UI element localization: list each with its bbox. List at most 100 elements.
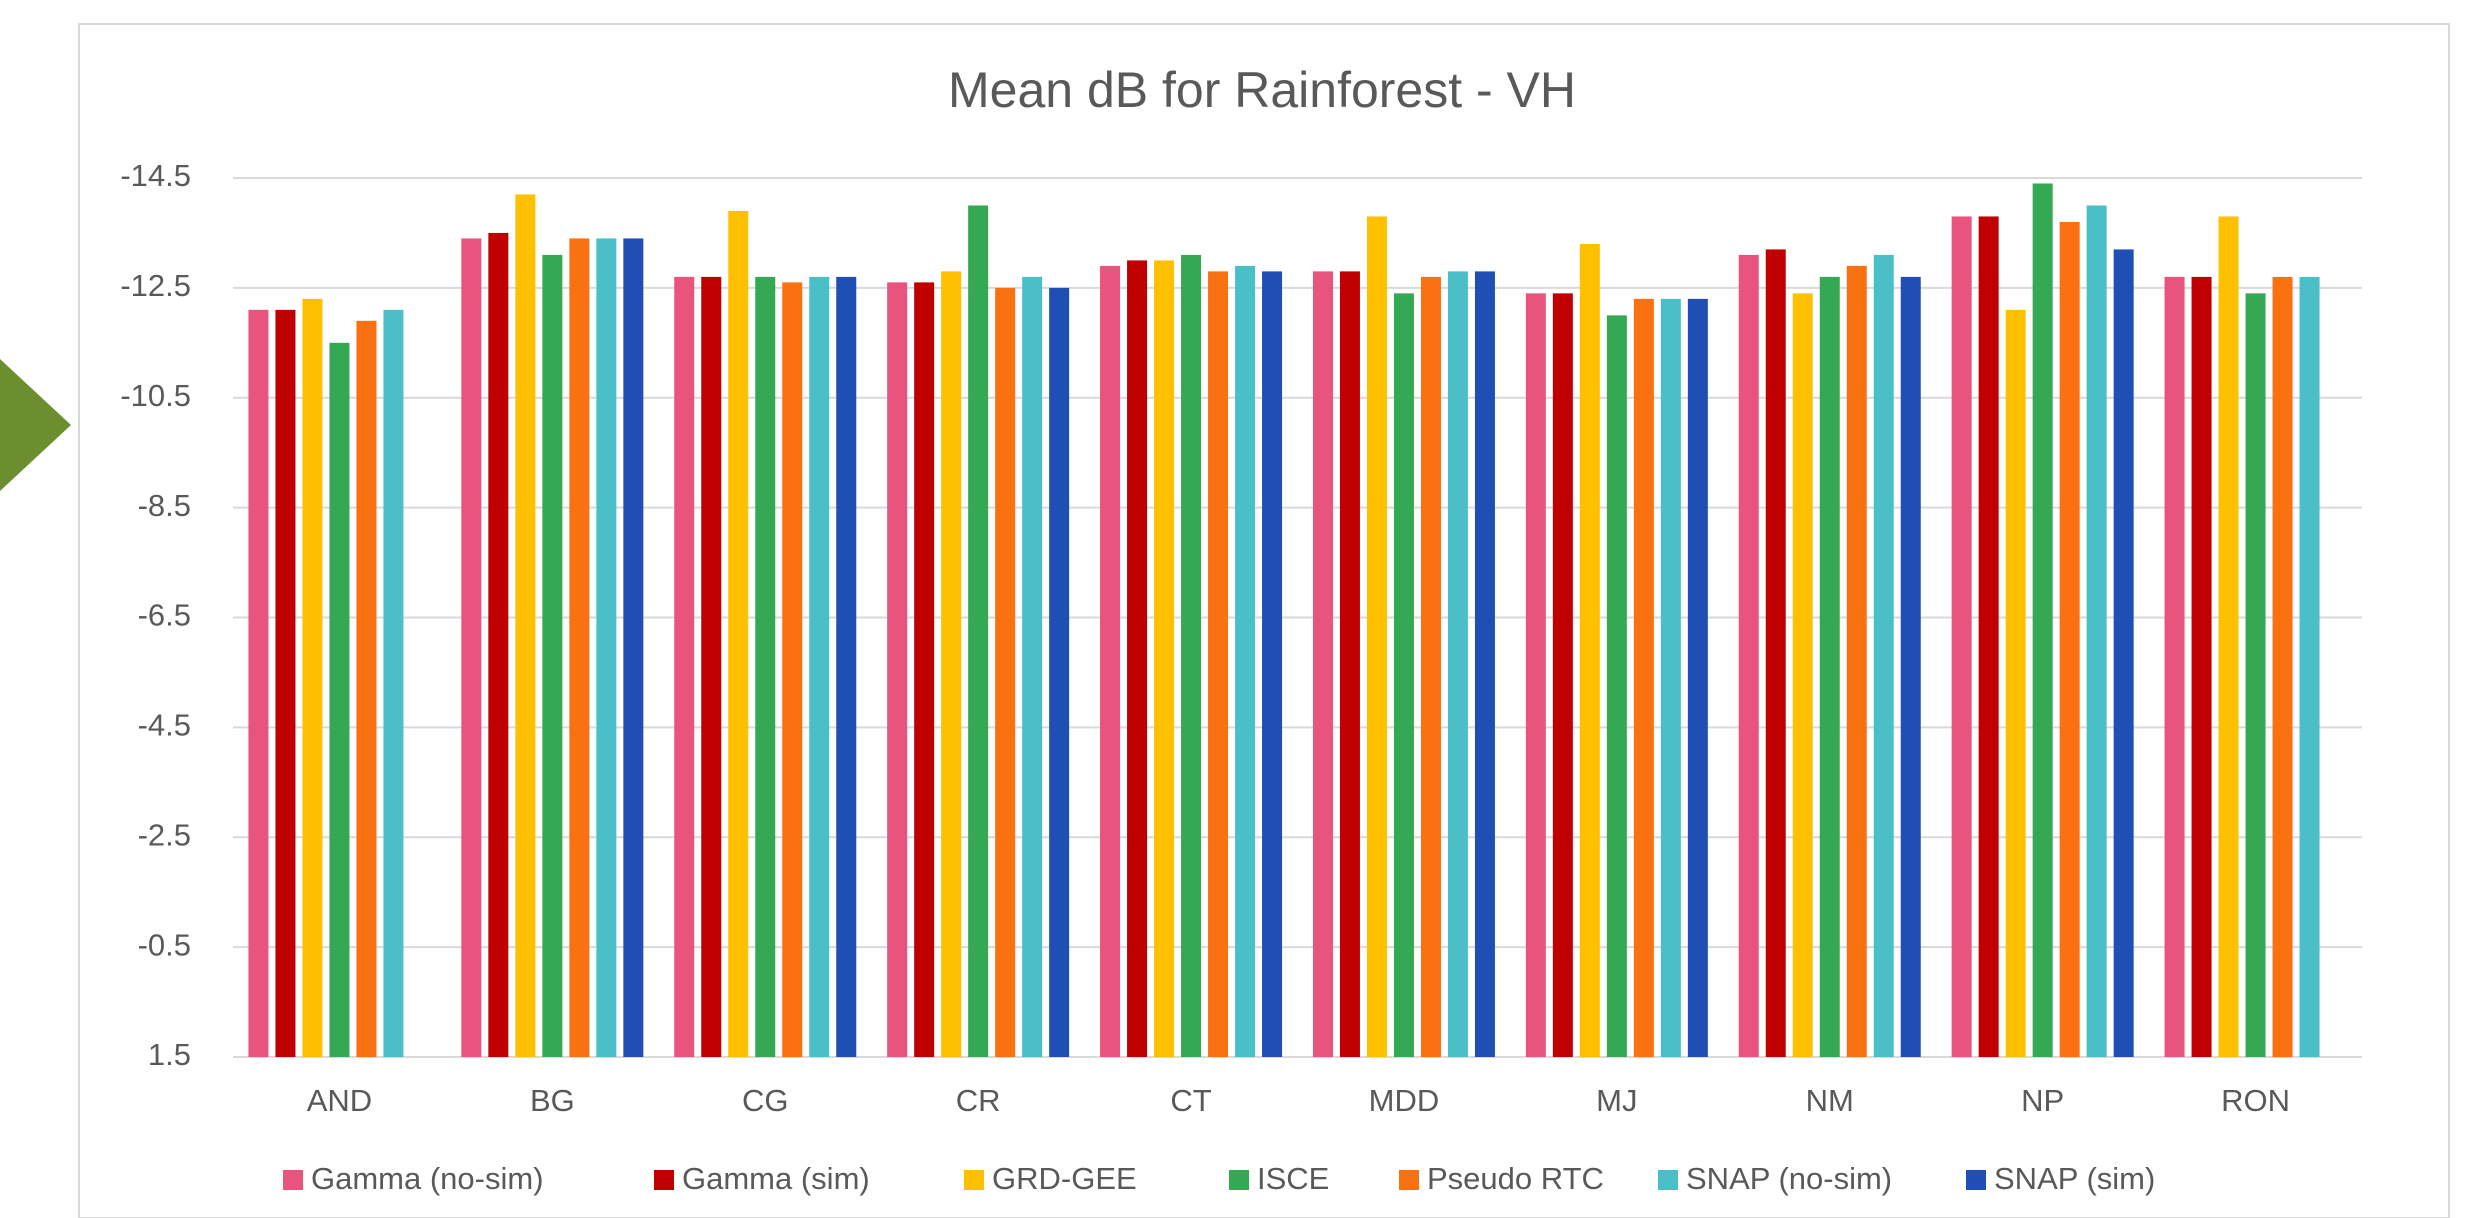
legend-swatch — [964, 1170, 984, 1190]
y-tick-label: -8.5 — [138, 488, 191, 523]
bar — [488, 232, 509, 1057]
y-tick-label: 1.5 — [148, 1037, 191, 1072]
bar — [836, 276, 857, 1057]
bar — [1366, 216, 1387, 1058]
chart-title: Mean dB for Rainforest - VH — [948, 62, 1576, 118]
x-tick-label: AND — [307, 1083, 372, 1118]
legend-swatch — [1966, 1170, 1986, 1190]
bar — [356, 320, 377, 1057]
bar — [1633, 298, 1654, 1057]
bar — [809, 276, 830, 1057]
bar — [995, 287, 1016, 1057]
bar — [914, 282, 935, 1058]
bar — [1900, 276, 1921, 1057]
bar — [1846, 265, 1867, 1057]
legend-swatch — [1658, 1170, 1678, 1190]
y-tick-label: -4.5 — [138, 708, 191, 743]
arrow-decoration — [0, 359, 71, 491]
bar — [383, 309, 404, 1058]
bar — [2218, 216, 2239, 1058]
bar — [1049, 287, 1070, 1057]
bar — [542, 254, 563, 1058]
bar — [1447, 271, 1468, 1057]
bar — [2164, 276, 2185, 1057]
bar — [1978, 216, 1999, 1058]
bar — [674, 276, 695, 1057]
legend-swatch — [1399, 1170, 1419, 1190]
x-tick-label: NM — [1806, 1083, 1854, 1118]
bar — [1393, 293, 1414, 1057]
legend-label: SNAP (sim) — [1994, 1161, 2155, 1196]
bar — [1765, 249, 1786, 1057]
bar — [2272, 276, 2293, 1057]
bar — [2113, 249, 2134, 1057]
bar — [302, 298, 323, 1057]
bar — [1127, 260, 1148, 1057]
bar — [1339, 271, 1360, 1057]
bar — [2299, 276, 2320, 1057]
legend-label: GRD-GEE — [992, 1161, 1137, 1196]
bar — [1606, 315, 1627, 1057]
y-tick-label: -10.5 — [120, 378, 191, 413]
bar — [329, 342, 350, 1057]
bar — [2086, 205, 2107, 1057]
legend-label: Gamma (no-sim) — [311, 1161, 544, 1196]
bar — [2059, 221, 2080, 1057]
bar — [596, 238, 617, 1057]
bar — [1100, 265, 1121, 1057]
legend-label: SNAP (no-sim) — [1686, 1161, 1892, 1196]
bar — [1420, 276, 1441, 1057]
bar — [1873, 254, 1894, 1058]
x-tick-label: MDD — [1369, 1083, 1440, 1118]
bar — [1154, 260, 1175, 1057]
bar — [1181, 254, 1202, 1058]
legend-label: ISCE — [1257, 1161, 1329, 1196]
bar — [1474, 271, 1495, 1057]
bar — [1660, 298, 1681, 1057]
bar — [887, 282, 908, 1058]
y-tick-label: -12.5 — [120, 268, 191, 303]
bar — [782, 282, 803, 1058]
bar — [1687, 298, 1708, 1057]
bar — [569, 238, 590, 1057]
bar — [515, 194, 536, 1057]
bar — [1525, 293, 1546, 1057]
bar — [1951, 216, 1972, 1058]
x-tick-label: CR — [956, 1083, 1001, 1118]
y-tick-label: -0.5 — [138, 927, 191, 962]
x-tick-label: CT — [1170, 1083, 1211, 1118]
bar — [968, 205, 989, 1057]
bar — [2245, 293, 2266, 1057]
legend-label: Gamma (sim) — [682, 1161, 870, 1196]
bar — [1208, 271, 1229, 1057]
bar — [2032, 183, 2053, 1057]
bar — [248, 309, 269, 1058]
bar — [461, 238, 482, 1057]
bar — [275, 309, 296, 1058]
y-tick-label: -14.5 — [120, 158, 191, 193]
x-tick-label: NP — [2021, 1083, 2064, 1118]
legend-swatch — [283, 1170, 303, 1190]
bar — [1552, 293, 1573, 1057]
bar — [1792, 293, 1813, 1057]
x-tick-label: MJ — [1596, 1083, 1637, 1118]
bar — [1262, 271, 1283, 1057]
bar — [2005, 309, 2026, 1058]
bar — [1579, 243, 1600, 1058]
bar — [2191, 276, 2212, 1057]
x-tick-label: RON — [2221, 1083, 2290, 1118]
bar — [1312, 271, 1333, 1057]
bar — [1235, 265, 1256, 1057]
legend-label: Pseudo RTC — [1427, 1161, 1604, 1196]
x-tick-label: CG — [742, 1083, 789, 1118]
bar — [701, 276, 722, 1057]
y-tick-label: -6.5 — [138, 598, 191, 633]
legend-swatch — [654, 1170, 674, 1190]
bar — [1819, 276, 1840, 1057]
bar — [1738, 254, 1759, 1058]
bar — [623, 238, 644, 1057]
bar — [1022, 276, 1043, 1057]
bar — [728, 210, 749, 1057]
bar — [941, 271, 962, 1057]
